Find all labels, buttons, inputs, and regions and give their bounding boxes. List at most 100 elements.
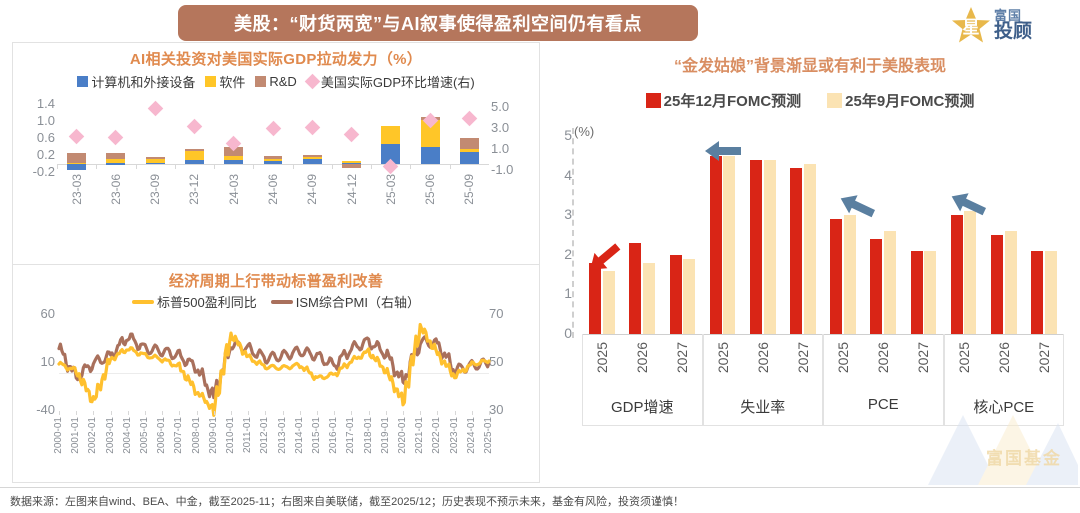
legend-item-rnd: R&D — [255, 74, 297, 89]
axis-tick — [135, 164, 137, 170]
bar-segment — [302, 158, 322, 165]
year-label: 2026 — [875, 342, 892, 374]
bar-segment — [263, 158, 283, 162]
axis-tick-label: 1.4 — [36, 96, 55, 112]
bar-sep25 — [602, 270, 615, 334]
axis-tick-label: 0 — [564, 325, 572, 341]
bar-dec25 — [790, 167, 803, 334]
year-label: 2025 — [714, 342, 731, 374]
page-title: 美股：“财货两宽”与AI叙事使得盈利空间仍有看点 — [234, 14, 642, 34]
axis-tick-label: 2023-01 — [448, 417, 460, 454]
axis-tick-label: 2000-01 — [53, 417, 64, 454]
legend-swatch-square — [205, 76, 217, 87]
axis-tick-label: 23-12 — [187, 174, 202, 205]
axis-tick-label: 2022-01 — [431, 417, 443, 454]
axis-tick — [162, 411, 164, 415]
axis-tick-label: 50 — [489, 354, 504, 369]
legend-label: R&D — [269, 74, 297, 89]
axis-tick — [449, 164, 451, 170]
bar-sep25 — [763, 159, 776, 334]
legend-item-gdp-growth: 美国实际GDP环比增速(右) — [304, 72, 475, 91]
bar-segment — [302, 156, 322, 159]
axis-tick — [471, 411, 473, 415]
chart-plot-area: 1.4 1.0 0.6 0.2 -0.2 5.0 3.0 1.0 -1.0 23-03 23-06 2… — [13, 91, 539, 241]
axis-tick-label: 24-09 — [305, 174, 320, 205]
data-point-marker — [461, 110, 478, 126]
axis-tick — [76, 411, 78, 415]
bar-segment — [263, 161, 283, 165]
axis-tick — [127, 411, 129, 415]
axis-tick-label: 25-03 — [383, 174, 398, 205]
axis-tick-label: 2002-01 — [87, 417, 99, 454]
group-label: GDP增速 — [610, 399, 674, 416]
bar-segment — [185, 148, 204, 151]
legend-label: 25年9月FOMC预测 — [845, 93, 975, 110]
line-series-group — [57, 322, 491, 417]
axis-tick-label: 2 — [564, 245, 572, 262]
axis-tick-label: 2021-01 — [414, 417, 426, 454]
year-label: 2027 — [915, 342, 932, 374]
year-label: 2027 — [794, 342, 811, 374]
data-point-marker — [186, 118, 203, 135]
axis-tick-label: 3.0 — [491, 119, 510, 135]
year-label: 2025 — [955, 342, 972, 374]
axis-tick-label: 2004-01 — [121, 417, 133, 454]
axis-tick-label: 5 — [564, 127, 572, 143]
axis-tick-label: 2025-01 — [483, 417, 494, 454]
axis-tick-label: 2013-01 — [276, 417, 288, 454]
source-text: 数据来源：左图来自wind、BEA、中金，截至2025-11；右图来自美联储，截… — [10, 495, 684, 508]
axis-tick — [59, 411, 60, 415]
bar-segment — [185, 160, 204, 165]
legend-item-software: 软件 — [205, 72, 245, 91]
zero-axis-line — [57, 164, 489, 166]
bar-dec25 — [589, 262, 602, 334]
chart-legend: 计算机和外接设备 软件 R&D 美国实际GDP环比增速(右) — [13, 72, 539, 91]
bar-segment — [67, 162, 87, 165]
group-label: 失业率 — [740, 399, 786, 416]
zero-axis-line — [59, 372, 489, 374]
bar-sep25 — [1004, 231, 1017, 334]
axis-tick-label: 25-06 — [423, 174, 438, 205]
chart-legend: 25年12月FOMC预测 25年9月FOMC预测 — [548, 90, 1072, 111]
axis-tick — [248, 411, 250, 415]
bar-segment — [420, 120, 440, 147]
bar-segment — [459, 148, 479, 152]
legend-swatch-square — [77, 76, 89, 87]
legend-label: ISM综合PMI（右轴） — [295, 295, 420, 310]
chart-plot-area: 5 4 3 2 1 0 (%) GDP增速 2025 2026 2027 失业率 2025 2026 202… — [548, 124, 1072, 438]
axis-tick — [196, 411, 198, 415]
axis-tick — [331, 164, 333, 170]
chart-title: AI相关投资对美国实际GDP拉动发力（%） — [129, 51, 423, 68]
axis-tick — [420, 411, 422, 415]
axis-tick — [96, 164, 98, 170]
chart-ai-gdp-contribution: AI相关投资对美国实际GDP拉动发力（%） 计算机和外接设备 软件 R&D 美国… — [12, 42, 540, 265]
bar-segment — [342, 163, 361, 165]
bar-sep25 — [803, 163, 816, 334]
legend-swatch-line — [270, 299, 293, 304]
axis-tick-label: 0.2 — [36, 146, 55, 162]
annotation-arrow-down — [951, 192, 986, 215]
slide-title-bar: 美股：“财货两宽”与AI叙事使得盈利空间仍有看点 — [178, 5, 698, 41]
bar-dec25 — [709, 155, 722, 334]
data-point-marker — [147, 100, 163, 117]
axis-tick-label: 2017-01 — [345, 417, 357, 454]
axis-tick-label: 2010-01 — [225, 417, 236, 454]
legend-label: 美国实际GDP环比增速(右) — [320, 75, 475, 90]
bar-segment — [420, 146, 440, 165]
chart-sp500-eps-ism: 经济周期上行带动标普盈利改善 标普500盈利同比 ISM综合PMI（右轴） 60… — [12, 265, 540, 483]
axis-tick-label: 2001-01 — [70, 417, 82, 454]
bar-dec25 — [870, 238, 883, 334]
bar-segment — [459, 138, 479, 149]
bar-segment — [381, 126, 401, 145]
axis-tick — [110, 411, 112, 415]
bar-sep25 — [964, 211, 977, 334]
bar-segment — [185, 150, 204, 160]
legend-swatch-line — [132, 299, 155, 304]
year-label: 2026 — [995, 342, 1012, 374]
axis-tick — [265, 411, 267, 415]
axis-tick — [174, 164, 176, 170]
bar-sep25 — [683, 258, 696, 334]
bar-dec25 — [830, 219, 843, 334]
axis-tick-label: 2024-01 — [465, 417, 477, 454]
bar-dec25 — [950, 215, 963, 334]
